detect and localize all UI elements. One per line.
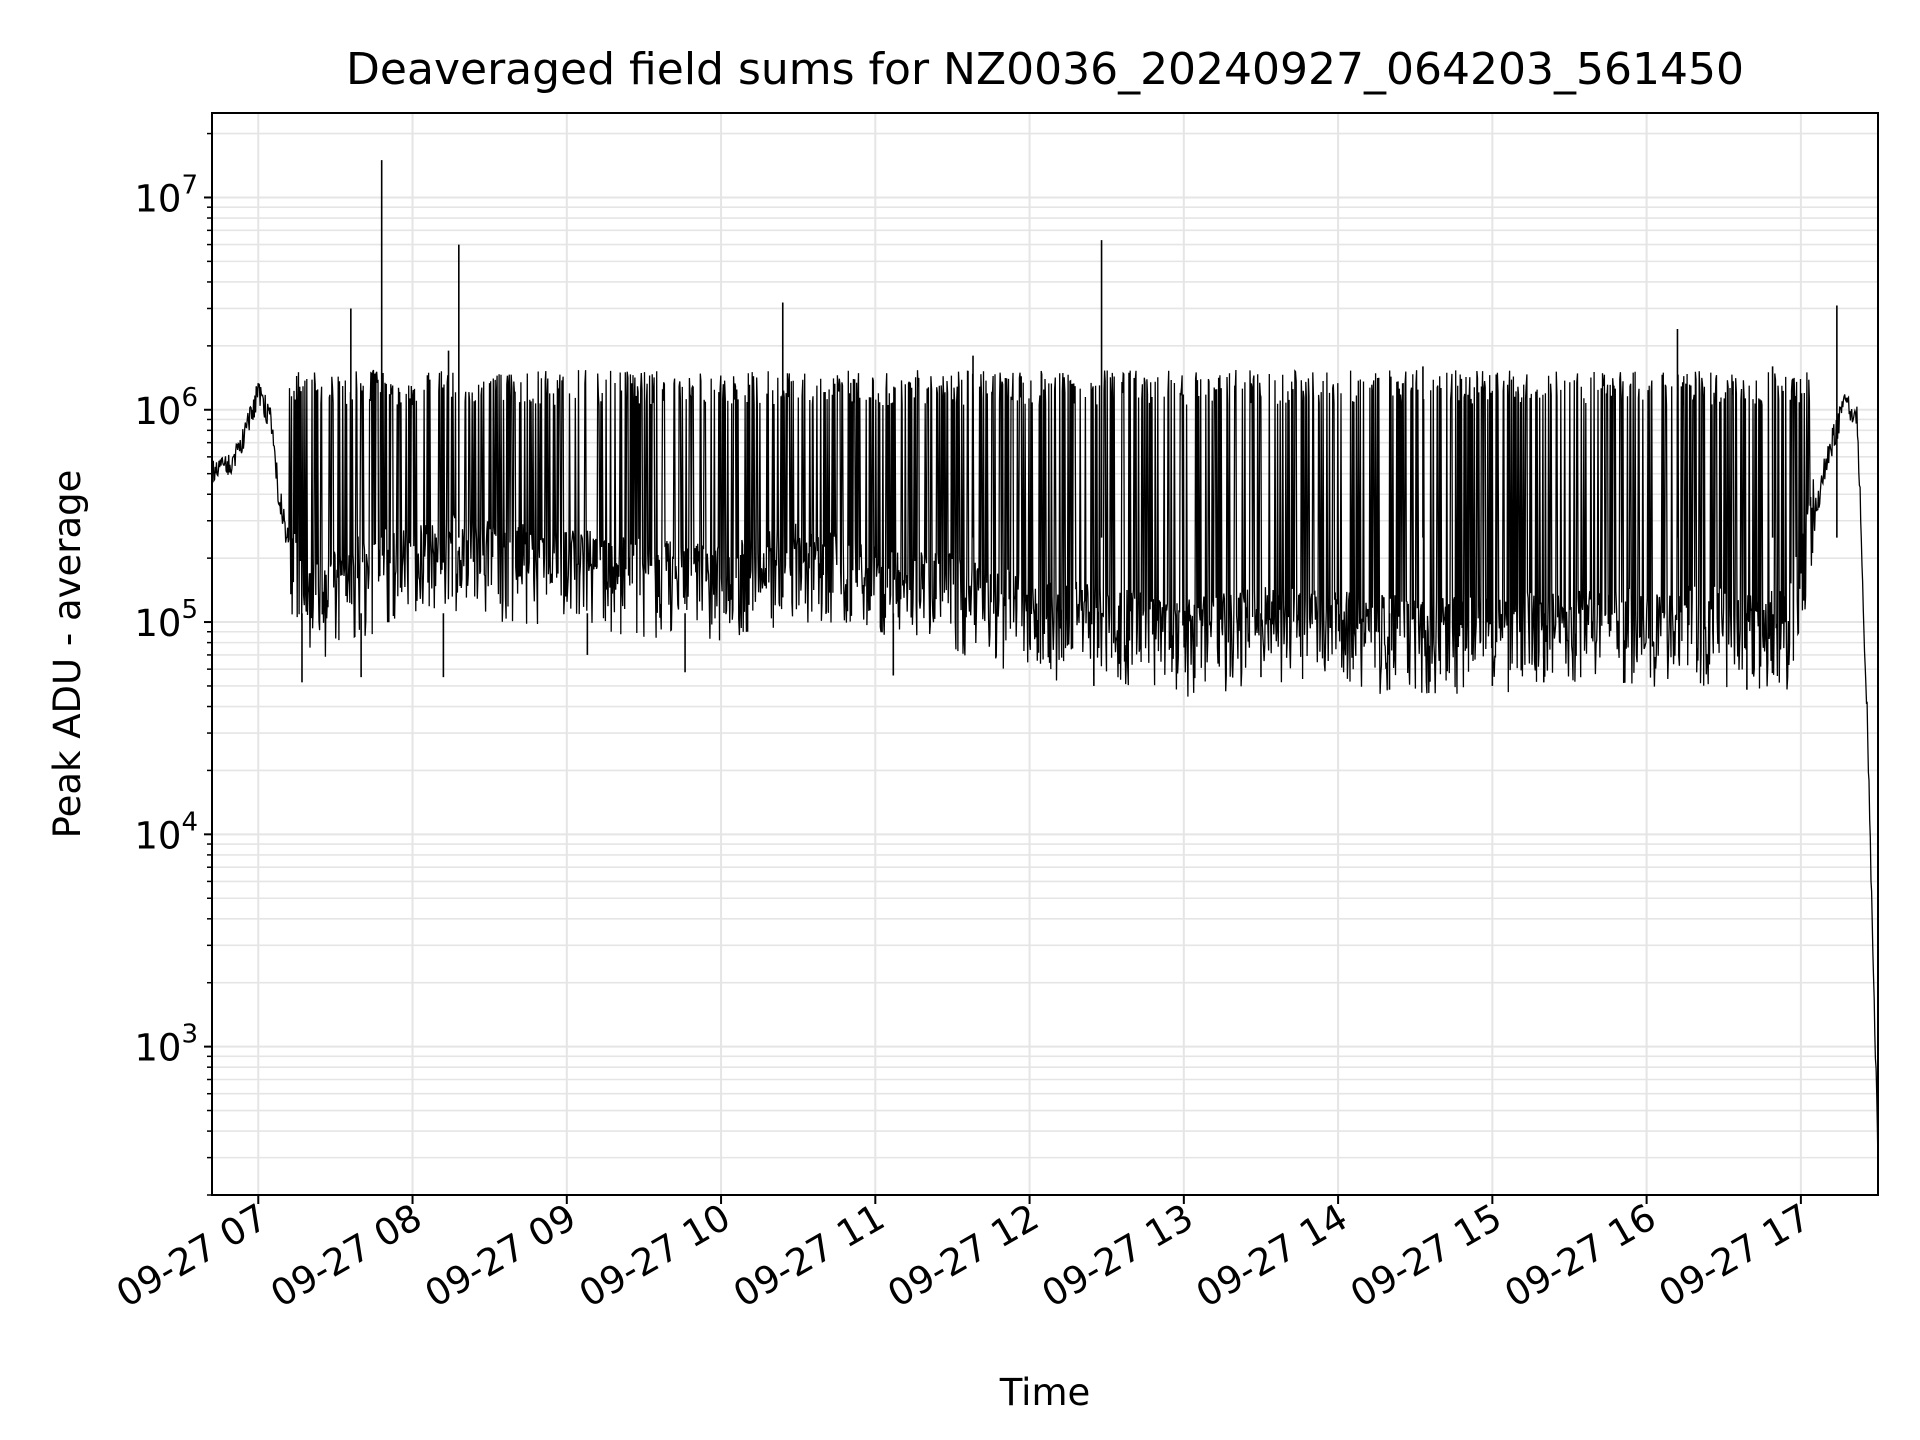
y-axis: 103 104 105 106 107	[134, 132, 212, 1196]
y-tick-label: 105	[134, 595, 198, 645]
y-tick-label: 107	[134, 170, 198, 220]
grid	[212, 113, 1878, 1196]
y-tick-label: 106	[134, 383, 198, 433]
chart-title: Deaveraged field sums for NZ0036_2024092…	[346, 44, 1744, 95]
y-tick-label: 104	[134, 807, 198, 857]
y-axis-label: Peak ADU - average	[46, 470, 89, 839]
data-series	[211, 160, 1879, 1169]
plot-frame	[211, 112, 1879, 1196]
x-axis-label: Time	[999, 1371, 1091, 1414]
y-tick-label: 103	[134, 1020, 198, 1070]
series-line	[211, 369, 1879, 1169]
